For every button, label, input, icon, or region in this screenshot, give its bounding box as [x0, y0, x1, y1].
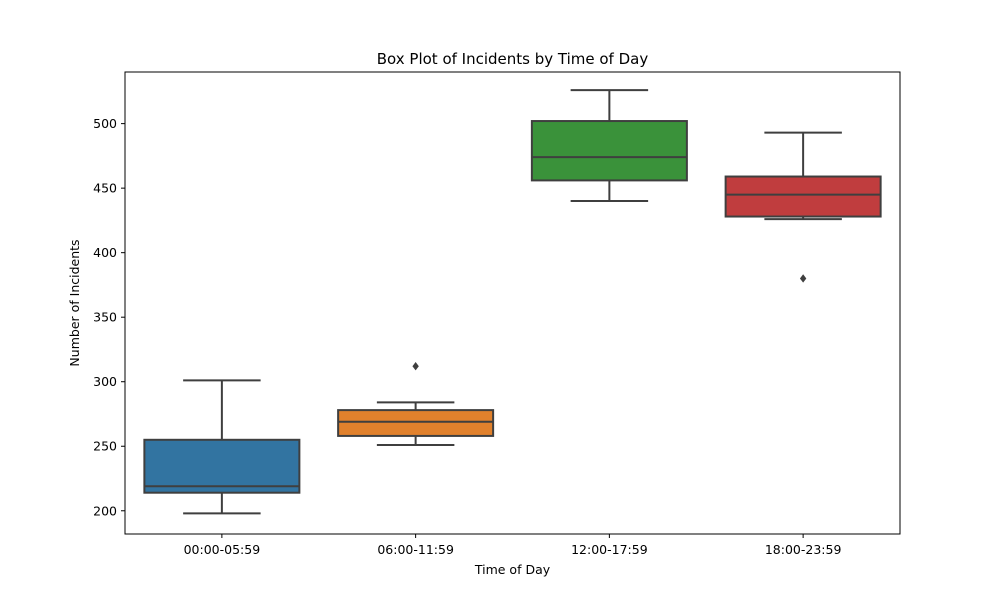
x-axis-label: Time of Day [474, 562, 551, 577]
x-tick-label: 18:00-23:59 [765, 542, 842, 557]
box-group-12:00-17:59 [530, 89, 688, 203]
y-tick-label: 450 [93, 181, 117, 196]
outlier-point [799, 274, 807, 283]
x-tick-label: 06:00-11:59 [377, 542, 454, 557]
x-tick-label: 00:00-05:59 [184, 542, 261, 557]
iqr-box [337, 409, 495, 437]
y-axis: 200 250 300 350 400 450 500 [93, 116, 125, 518]
y-tick-label: 300 [93, 374, 117, 389]
y-tick-label: 400 [93, 245, 117, 260]
plot-frame [124, 71, 901, 535]
chart-title: Box Plot of Incidents by Time of Day [377, 50, 649, 68]
iqr-box [143, 438, 301, 494]
y-tick-label: 200 [93, 503, 117, 518]
box-group-00:00-05:59 [143, 379, 301, 515]
box-group-18:00-23:59 [724, 131, 882, 283]
x-axis: 00:00-05:59 06:00-11:59 12:00-17:59 18:00-2… [184, 534, 842, 557]
y-axis-label: Number of Incidents [67, 239, 82, 366]
x-tick-label: 12:00-17:59 [571, 542, 648, 557]
plot-area [143, 89, 882, 515]
box-group-06:00-11:59 [337, 362, 495, 446]
y-tick-label: 250 [93, 439, 117, 454]
iqr-box [724, 175, 882, 218]
y-tick-label: 500 [93, 116, 117, 131]
outlier-point [412, 362, 419, 371]
y-tick-label: 350 [93, 310, 117, 325]
iqr-box [530, 120, 688, 182]
